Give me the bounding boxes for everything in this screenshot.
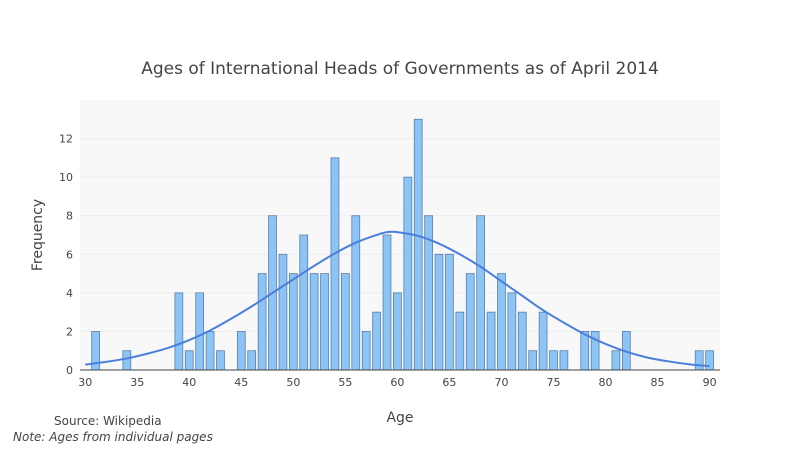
- histogram-bar: [278, 253, 288, 371]
- x-tick-label: 85: [651, 376, 665, 389]
- histogram-bar: [247, 350, 257, 371]
- bars: [91, 118, 714, 371]
- histogram-bar: [382, 234, 392, 371]
- histogram-bar: [528, 350, 538, 371]
- histogram-bar: [184, 350, 194, 371]
- histogram-bar: [538, 311, 548, 371]
- histogram-bar: [320, 273, 329, 371]
- histogram-bar: [299, 234, 309, 371]
- histogram-bar: [413, 118, 423, 371]
- source-annotation: Source: Wikipedia: [54, 414, 162, 428]
- y-tick-label: 0: [66, 364, 73, 377]
- histogram-bar: [445, 253, 454, 371]
- histogram-bar: [486, 311, 496, 371]
- histogram-bar: [174, 292, 184, 371]
- note-annotation: Note: Ages from individual pages: [13, 430, 213, 444]
- histogram-bar: [705, 350, 714, 371]
- histogram-bar: [611, 350, 621, 371]
- histogram-bar: [694, 350, 704, 371]
- y-tick-label: 12: [59, 133, 73, 146]
- x-tick-label: 45: [234, 376, 248, 389]
- y-ticks: 0 2 4 6 8 10 12: [59, 133, 73, 377]
- histogram-bar: [580, 331, 590, 371]
- histogram-bar: [549, 350, 558, 371]
- histogram-bar: [507, 292, 517, 371]
- x-tick-label: 65: [442, 376, 456, 389]
- histogram-bar: [497, 273, 506, 371]
- x-tick-label: 35: [130, 376, 144, 389]
- histogram-bar: [559, 350, 569, 371]
- histogram-bar: [330, 157, 340, 371]
- x-tick-label: 70: [494, 376, 508, 389]
- histogram-bar: [372, 311, 381, 371]
- y-tick-label: 8: [66, 210, 73, 223]
- x-axis-title: Age: [386, 410, 413, 426]
- histogram-bar: [195, 292, 205, 371]
- histogram-bar: [465, 273, 475, 371]
- y-axis-title: Frequency: [30, 199, 46, 271]
- x-tick-label: 80: [599, 376, 613, 389]
- y-tick-label: 6: [66, 248, 73, 261]
- histogram-bar: [122, 350, 132, 371]
- histogram-bar: [434, 253, 444, 371]
- x-tick-label: 90: [703, 376, 717, 389]
- x-tick-label: 60: [390, 376, 404, 389]
- histogram-bar: [309, 273, 319, 371]
- histogram-bar: [288, 273, 298, 371]
- histogram-bar: [351, 215, 361, 371]
- histogram-bar: [257, 273, 267, 371]
- x-tick-label: 40: [182, 376, 196, 389]
- histogram-bar: [205, 331, 215, 371]
- x-tick-label: 50: [286, 376, 300, 389]
- histogram-bar: [517, 311, 527, 371]
- histogram-bar: [403, 176, 413, 371]
- chart-title: Ages of International Heads of Governmen…: [141, 59, 659, 79]
- y-tick-label: 4: [66, 287, 73, 300]
- histogram-bar: [341, 273, 350, 371]
- histogram-bar: [361, 331, 371, 371]
- normal-curve: [85, 230, 710, 368]
- y-tick-label: 2: [66, 325, 73, 338]
- histogram-bar: [216, 350, 225, 371]
- x-tick-label: 30: [78, 376, 92, 389]
- histogram-bar: [455, 311, 465, 371]
- histogram-bar: [236, 331, 246, 371]
- x-tick-label: 75: [546, 376, 560, 389]
- histogram-bar: [393, 292, 402, 371]
- y-tick-label: 10: [59, 171, 73, 184]
- x-ticks: 30 35 40 45 50 55 60 65 70 75 80 85 90: [78, 376, 716, 389]
- x-tick-label: 55: [338, 376, 352, 389]
- histogram-bar: [476, 215, 486, 371]
